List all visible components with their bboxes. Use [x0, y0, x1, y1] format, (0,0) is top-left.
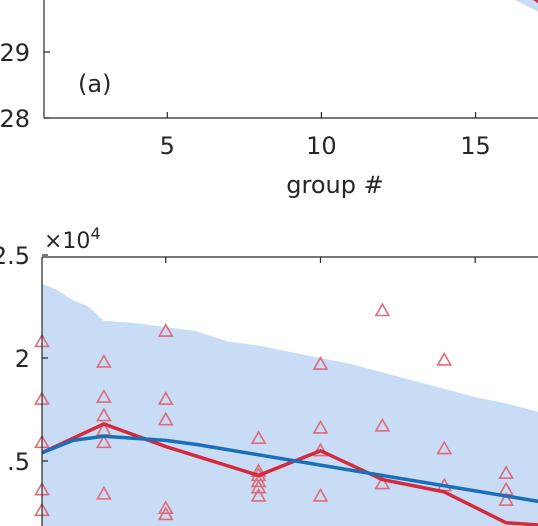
triangle-marker: [96, 354, 112, 368]
series-line-0: [41, 422, 538, 526]
x-tick-label: 15: [460, 132, 491, 160]
triangle-marker: [250, 430, 267, 445]
band-layer: [42, 283, 538, 526]
triangle-marker: [374, 302, 391, 317]
triangle-marker: [436, 351, 453, 366]
triangle-marker: [157, 506, 174, 521]
axes-layer: .5 2 2.5: [0, 242, 538, 526]
x-axis-label: group #: [286, 171, 383, 199]
panel-b: .5 2 2.5 ×104: [0, 224, 538, 526]
triangle-marker: [374, 475, 391, 490]
x-tick-label: 10: [306, 132, 337, 160]
triangle-marker: [250, 487, 267, 502]
series-line-1: [41, 434, 538, 504]
exponent-label: ×104: [44, 224, 101, 254]
panel-label: (a): [78, 70, 111, 98]
triangle-marker: [157, 391, 174, 405]
triangle-marker: [498, 465, 514, 480]
band-layer: [514, 0, 538, 12]
triangle-marker: [96, 485, 112, 500]
triangle-marker: [436, 440, 453, 455]
y-tick-label: 29: [0, 39, 30, 67]
triangle-marker: [498, 492, 514, 506]
triangle-marker: [157, 500, 174, 515]
panel-a: 5 10 15 28 29 (a) group #: [0, 0, 538, 199]
y-tick-label: 2: [15, 345, 30, 373]
confidence-band: [514, 0, 538, 12]
triangle-marker: [312, 419, 329, 434]
series-layer: [41, 422, 538, 526]
triangle-marker: [157, 323, 174, 337]
x-tick-label: 5: [160, 132, 175, 160]
triangle-marker: [312, 487, 329, 502]
triangle-marker: [312, 356, 329, 370]
y-tick-label: .5: [7, 448, 30, 476]
triangle-marker: [250, 479, 267, 494]
axes-layer: 5 10 15 28 29: [0, 0, 538, 160]
confidence-band: [42, 283, 538, 526]
triangle-marker: [96, 389, 112, 403]
triangle-marker: [312, 442, 329, 457]
y-tick-label: 2.5: [0, 242, 30, 270]
triangle-marker: [250, 473, 267, 488]
y-tick-label: 28: [0, 105, 30, 133]
triangle-marker: [96, 434, 112, 449]
triangle-marker: [374, 417, 391, 432]
triangle-marker: [157, 411, 174, 426]
triangle-marker: [96, 407, 112, 422]
